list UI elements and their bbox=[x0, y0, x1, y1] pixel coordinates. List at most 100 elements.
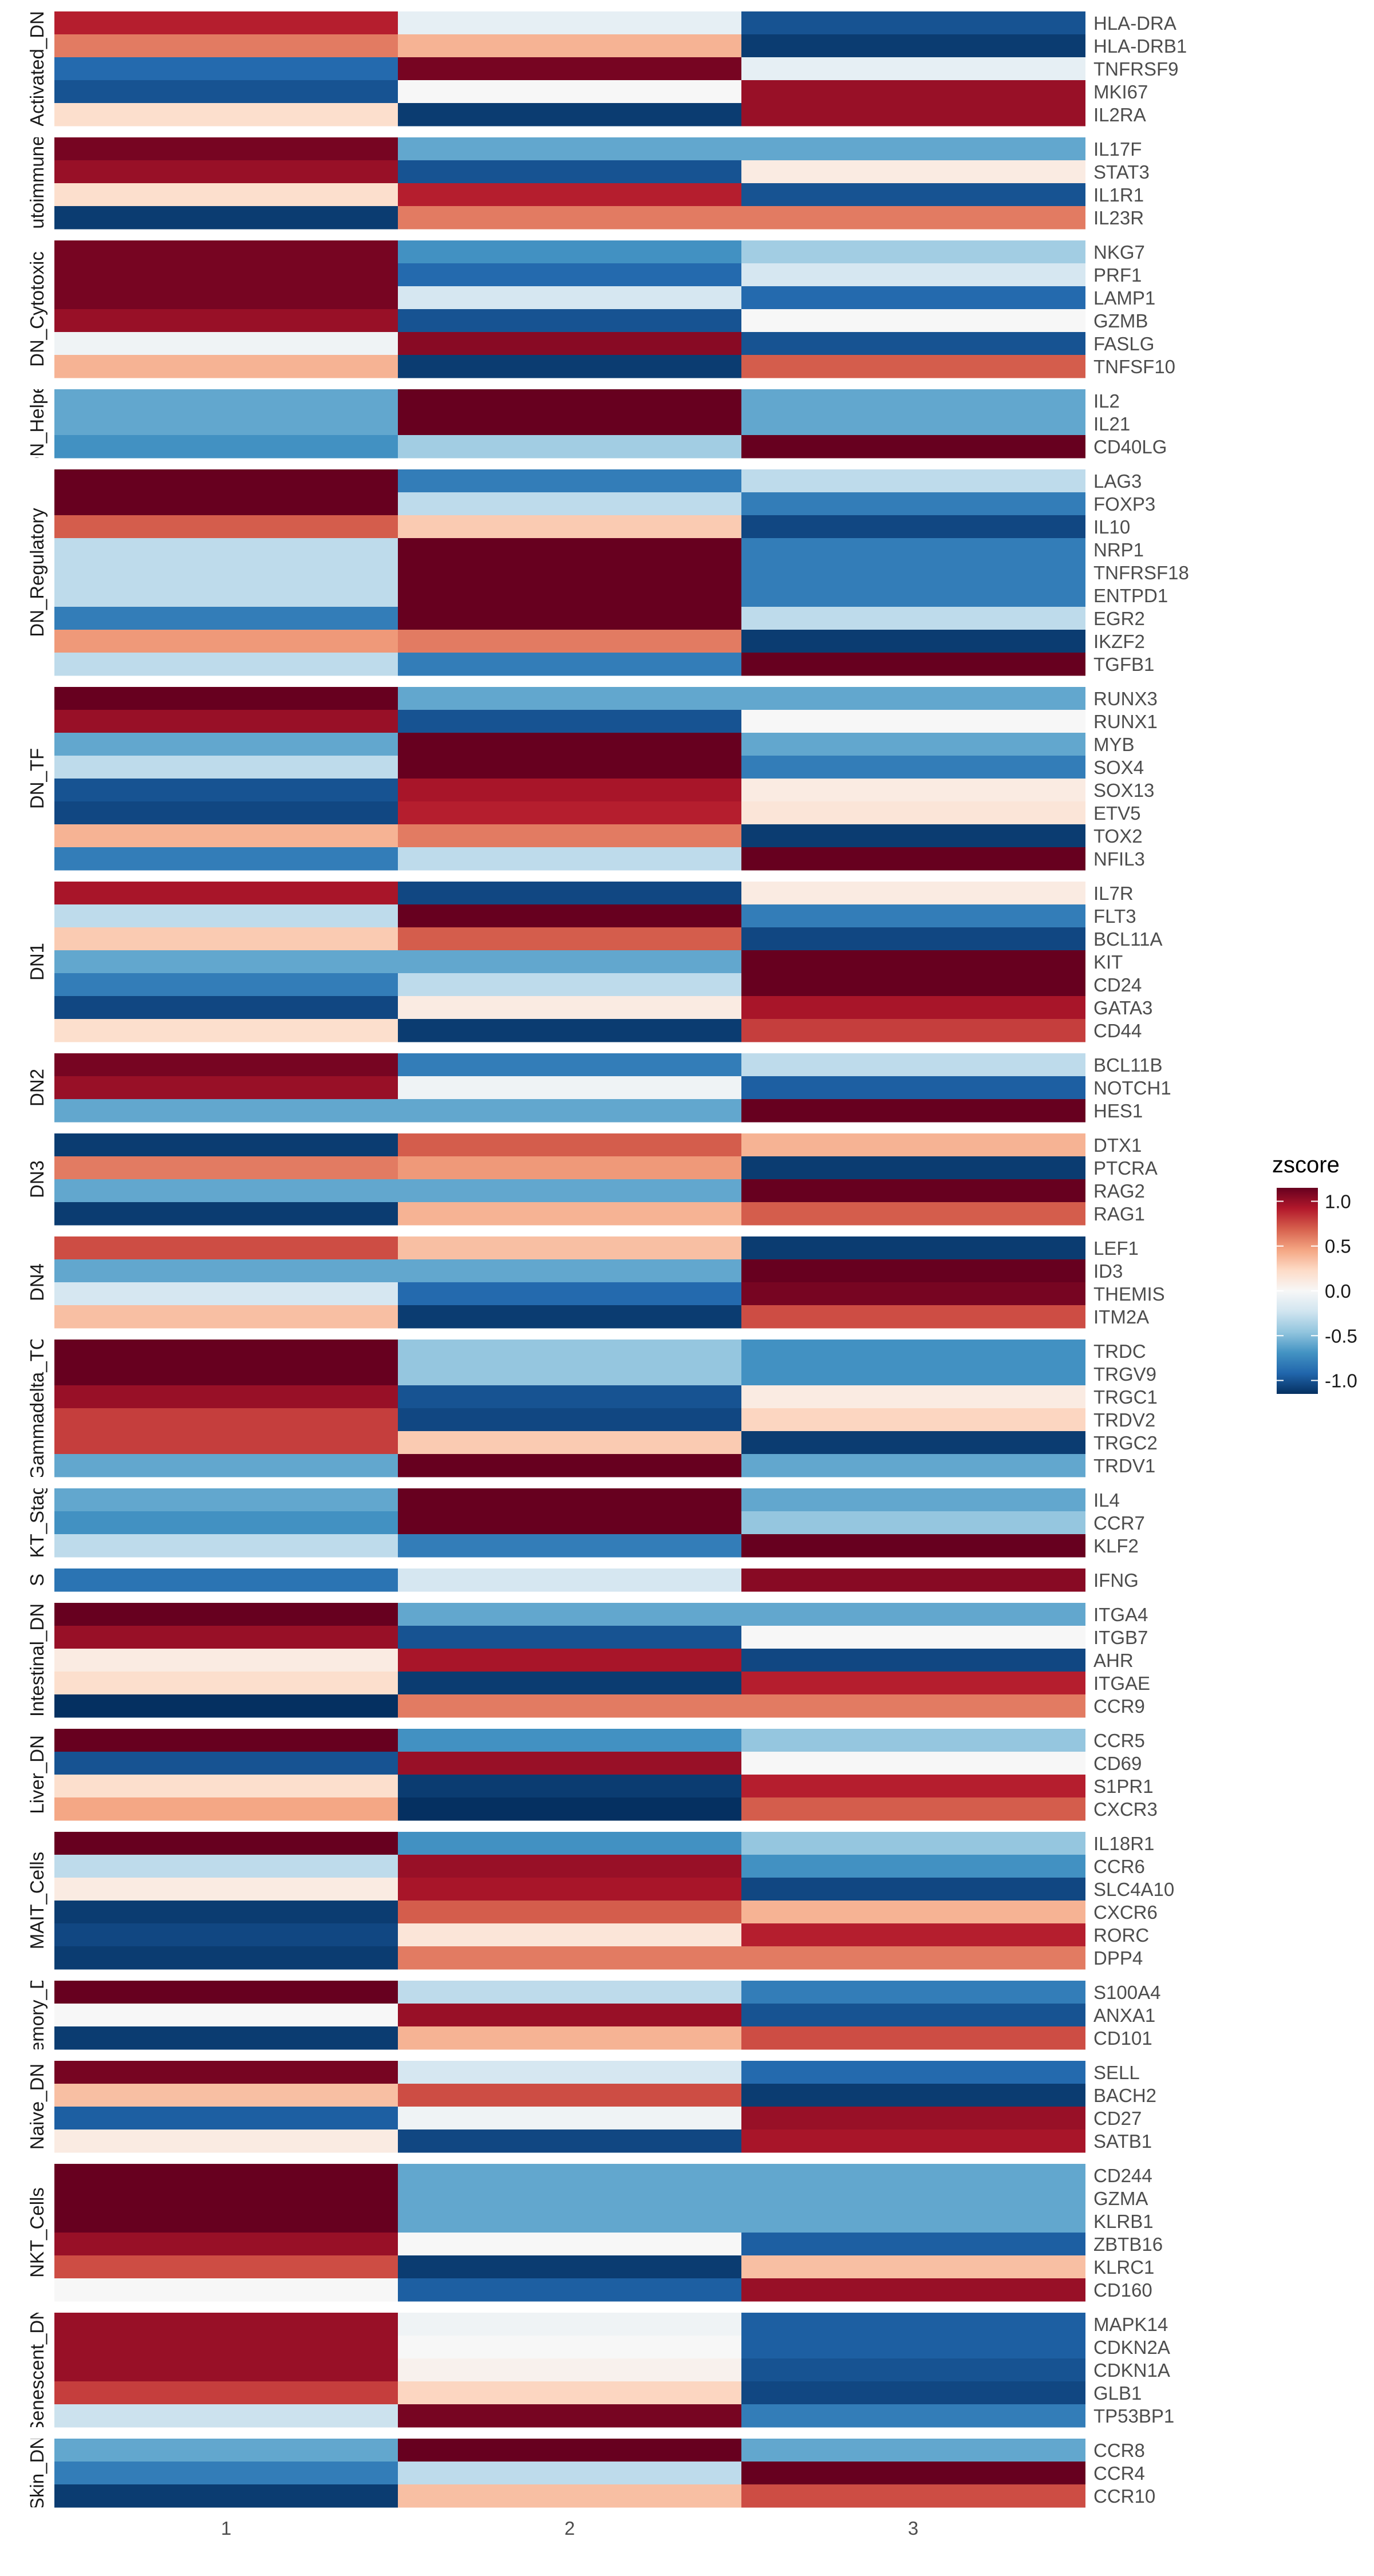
heatmap-cell bbox=[54, 2187, 398, 2210]
heatmap-cell bbox=[741, 2358, 1085, 2382]
heatmap-cell bbox=[54, 710, 398, 733]
heatmap-cell bbox=[54, 1259, 398, 1283]
heatmap-cell bbox=[398, 1775, 742, 1798]
heatmap-cell bbox=[54, 332, 398, 355]
gene-label: TRGC1 bbox=[1093, 1386, 1158, 1408]
heatmap-cell bbox=[741, 1946, 1085, 1970]
gene-label: CCR5 bbox=[1093, 1730, 1145, 1751]
heatmap-cell bbox=[741, 515, 1085, 539]
heatmap-cell bbox=[398, 973, 742, 997]
heatmap-cell bbox=[398, 492, 742, 516]
gene-label: NFIL3 bbox=[1093, 848, 1145, 870]
heatmap-cell bbox=[54, 756, 398, 779]
heatmap-cell bbox=[741, 309, 1085, 333]
gene-label: CD101 bbox=[1093, 2028, 1152, 2049]
gene-label: SELL bbox=[1093, 2062, 1140, 2083]
heatmap-cell bbox=[741, 1832, 1085, 1855]
heatmap-cell bbox=[398, 34, 742, 58]
heatmap-cell bbox=[741, 286, 1085, 310]
gene-label: BCL11B bbox=[1093, 1054, 1162, 1076]
heatmap-cell bbox=[54, 1282, 398, 1306]
heatmap-cell bbox=[54, 309, 398, 333]
heatmap-cell bbox=[54, 1236, 398, 1260]
heatmap-cell bbox=[54, 1202, 398, 1226]
heatmap-cell bbox=[741, 2336, 1085, 2359]
heatmap-cell bbox=[398, 687, 742, 710]
heatmap-cell bbox=[741, 824, 1085, 848]
group-label: Liver_DN bbox=[26, 1735, 48, 1814]
heatmap-cell bbox=[741, 206, 1085, 230]
heatmap-cell bbox=[741, 847, 1085, 871]
heatmap-cell bbox=[398, 1649, 742, 1672]
heatmap-cell bbox=[54, 1672, 398, 1695]
group-label: DN2 bbox=[26, 1069, 48, 1107]
gene-label: KLRB1 bbox=[1093, 2211, 1154, 2232]
group-label: DN_Helper bbox=[26, 377, 48, 470]
heatmap-cell bbox=[398, 653, 742, 676]
heatmap-cell bbox=[398, 950, 742, 974]
heatmap-cell bbox=[741, 2255, 1085, 2279]
heatmap-cell bbox=[398, 1202, 742, 1226]
heatmap-cell bbox=[54, 2164, 398, 2187]
gene-label: MKI67 bbox=[1093, 81, 1148, 102]
heatmap-cell bbox=[741, 607, 1085, 630]
heatmap-cell bbox=[741, 2026, 1085, 2050]
heatmap-cell bbox=[54, 206, 398, 230]
heatmap-cell bbox=[398, 2313, 742, 2336]
heatmap-cell bbox=[741, 1179, 1085, 1203]
gene-label: LEF1 bbox=[1093, 1238, 1139, 1259]
gene-label: CXCR6 bbox=[1093, 1902, 1158, 1923]
heatmap-cell bbox=[54, 11, 398, 35]
heatmap-cell bbox=[741, 2004, 1085, 2027]
heatmap-cell bbox=[398, 1797, 742, 1821]
heatmap-cell bbox=[54, 1385, 398, 1409]
gene-label: CCR9 bbox=[1093, 1696, 1145, 1717]
gene-label: KIT bbox=[1093, 951, 1123, 973]
gene-label: ANXA1 bbox=[1093, 2005, 1155, 2026]
gene-label: CCR7 bbox=[1093, 1512, 1145, 1534]
heatmap-cell bbox=[54, 1649, 398, 1672]
heatmap-cell bbox=[398, 435, 742, 459]
gene-label: CCR8 bbox=[1093, 2440, 1145, 2461]
heatmap-cell bbox=[398, 1385, 742, 1409]
heatmap-cell bbox=[398, 286, 742, 310]
heatmap-cells bbox=[54, 11, 1085, 2508]
heatmap-cell bbox=[54, 1832, 398, 1855]
heatmap-cell bbox=[741, 492, 1085, 516]
group-label: Naive_DN bbox=[26, 2064, 48, 2150]
heatmap-cell bbox=[398, 160, 742, 184]
gene-label: SOX4 bbox=[1093, 757, 1144, 778]
heatmap-cell bbox=[398, 1923, 742, 1947]
heatmap-cell bbox=[54, 733, 398, 756]
gene-label: RUNX3 bbox=[1093, 688, 1158, 709]
heatmap-cell bbox=[398, 710, 742, 733]
heatmap-cell bbox=[741, 240, 1085, 264]
gene-label: RUNX1 bbox=[1093, 711, 1158, 732]
heatmap-cell bbox=[54, 1305, 398, 1329]
legend-tick-label: -0.5 bbox=[1325, 1325, 1357, 1346]
heatmap-cell bbox=[741, 389, 1085, 413]
heatmap-cell bbox=[54, 2129, 398, 2153]
heatmap-cell bbox=[398, 996, 742, 1020]
heatmap-cell bbox=[54, 1603, 398, 1626]
x-tick-label: 3 bbox=[908, 2518, 918, 2539]
heatmap-cell bbox=[741, 1408, 1085, 1432]
heatmap-cell bbox=[741, 1878, 1085, 1901]
gene-label: FLT3 bbox=[1093, 906, 1136, 927]
gene-label: ID3 bbox=[1093, 1261, 1123, 1282]
heatmap-cell bbox=[741, 1672, 1085, 1695]
heatmap-cell bbox=[54, 2233, 398, 2256]
heatmap-cell bbox=[398, 183, 742, 207]
gene-label: STAT3 bbox=[1093, 161, 1150, 183]
heatmap-cell bbox=[54, 1878, 398, 1901]
gene-label: IL1R1 bbox=[1093, 184, 1144, 206]
gene-label: LAMP1 bbox=[1093, 287, 1155, 309]
heatmap-cell bbox=[741, 1752, 1085, 1775]
gene-label: GZMA bbox=[1093, 2188, 1148, 2209]
heatmap-cell bbox=[54, 1408, 398, 1432]
heatmap-cell bbox=[398, 801, 742, 825]
gene-label: GZMB bbox=[1093, 310, 1148, 331]
group-label: NKT_Stage bbox=[26, 1474, 48, 1572]
heatmap-cell bbox=[398, 1019, 742, 1042]
heatmap-cell bbox=[398, 137, 742, 161]
